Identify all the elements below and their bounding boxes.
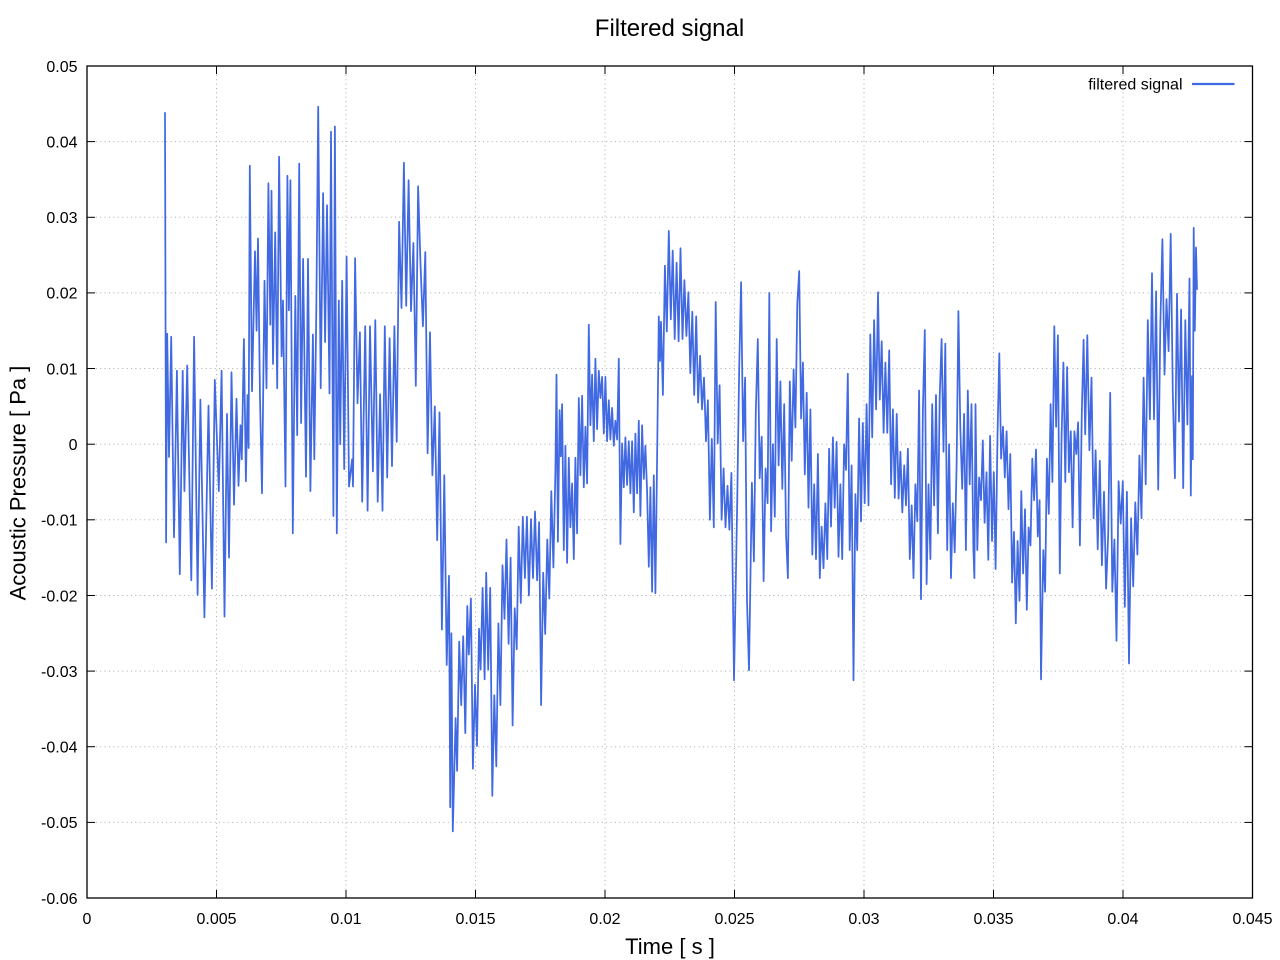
svg-text:0: 0 (69, 437, 78, 454)
svg-text:-0.04: -0.04 (41, 740, 78, 757)
svg-text:0.035: 0.035 (973, 911, 1013, 928)
svg-text:0.01: 0.01 (46, 361, 77, 378)
svg-text:0.03: 0.03 (46, 210, 77, 227)
svg-text:0.04: 0.04 (1107, 911, 1138, 928)
svg-text:0.04: 0.04 (46, 134, 77, 151)
svg-text:0.03: 0.03 (848, 911, 879, 928)
svg-text:-0.03: -0.03 (41, 664, 78, 681)
svg-text:0.025: 0.025 (714, 911, 754, 928)
svg-text:Acoustic Pressure [ Pa ]: Acoustic Pressure [ Pa ] (6, 366, 31, 601)
svg-text:0.01: 0.01 (330, 911, 361, 928)
svg-text:Filtered signal: Filtered signal (595, 15, 744, 42)
svg-text:0: 0 (83, 911, 92, 928)
svg-text:-0.01: -0.01 (41, 513, 78, 530)
svg-text:Time [ s ]: Time [ s ] (625, 934, 715, 959)
svg-text:-0.02: -0.02 (41, 588, 78, 605)
svg-text:0.015: 0.015 (455, 911, 495, 928)
svg-text:-0.05: -0.05 (41, 815, 78, 832)
svg-text:0.005: 0.005 (196, 911, 236, 928)
svg-text:0.05: 0.05 (46, 59, 77, 76)
svg-text:-0.06: -0.06 (41, 891, 78, 908)
svg-text:0.02: 0.02 (589, 911, 620, 928)
svg-text:0.045: 0.045 (1232, 911, 1272, 928)
svg-text:0.02: 0.02 (46, 286, 77, 303)
svg-text:filtered signal: filtered signal (1088, 77, 1182, 94)
